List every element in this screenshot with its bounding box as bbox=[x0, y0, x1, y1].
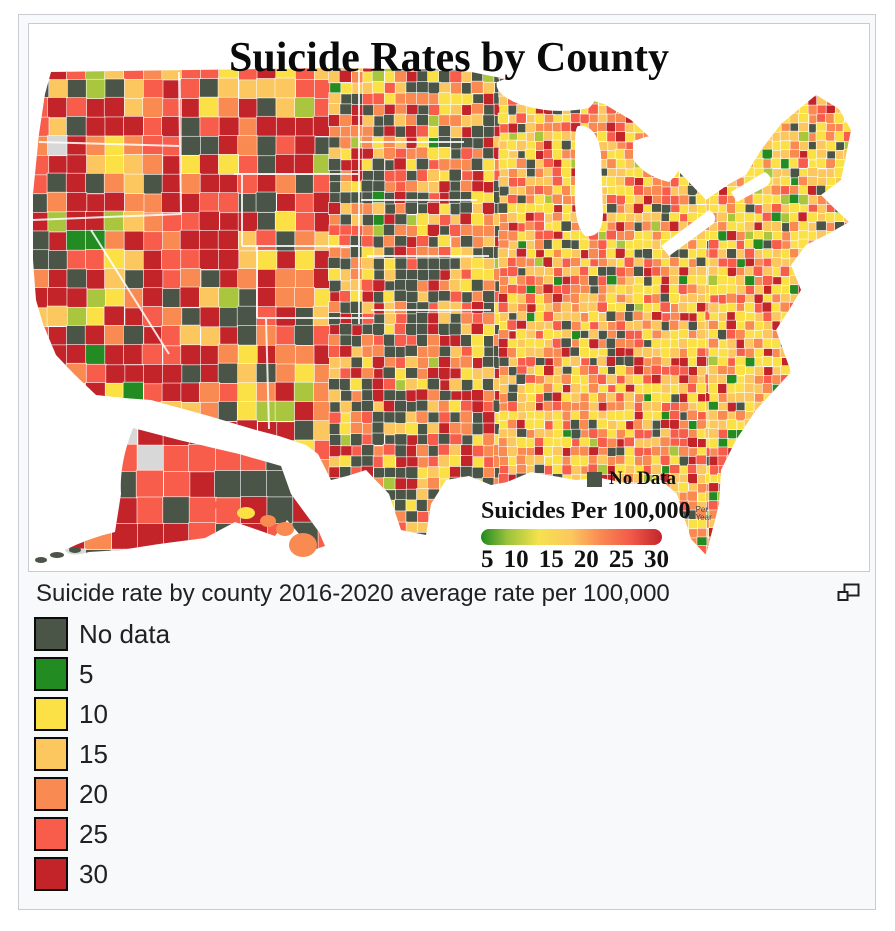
scale-gradient-bar bbox=[481, 529, 662, 545]
legend-swatch bbox=[34, 817, 68, 851]
legend-row: 10 bbox=[34, 697, 170, 731]
legend-label: 30 bbox=[79, 858, 108, 889]
legend-row: 5 bbox=[34, 657, 170, 691]
legend-swatch bbox=[34, 617, 68, 651]
hawaii-island bbox=[237, 507, 255, 519]
figure-caption: Suicide rate by county 2016-2020 average… bbox=[36, 580, 670, 607]
inmap-unit-bottom: Year bbox=[695, 513, 712, 522]
legend-row: 20 bbox=[34, 777, 170, 811]
scale-tick: 20 bbox=[573, 546, 599, 572]
legend-label: 20 bbox=[79, 778, 108, 809]
magnify-clip-icon[interactable] bbox=[837, 583, 860, 602]
hawaii-islands bbox=[202, 500, 317, 557]
scale-tick: 30 bbox=[643, 546, 669, 572]
inmap-nodata-row: No Data bbox=[587, 468, 696, 490]
scale-tick: 5 bbox=[481, 546, 494, 572]
great-lakes-water bbox=[496, 73, 771, 256]
legend-label: 25 bbox=[79, 818, 108, 849]
legend-row: 25 bbox=[34, 817, 170, 851]
legend-label: 5 bbox=[79, 658, 94, 689]
inmap-nodata-label: No Data bbox=[609, 468, 677, 489]
inmap-scale-title-row: Suicides Per 100,000 Per Year bbox=[481, 498, 712, 525]
map-thumbnail[interactable]: Suicide Rates by County No Data Suicides… bbox=[28, 23, 870, 572]
figure-frame: Suicide Rates by County No Data Suicides… bbox=[18, 14, 876, 910]
hawaii-island bbox=[276, 522, 294, 536]
state-border-lines bbox=[33, 70, 491, 430]
hawaii-island bbox=[202, 500, 218, 510]
scale-tick: 15 bbox=[538, 546, 564, 572]
hawaii-island bbox=[289, 533, 317, 557]
scale-ticks: 5 10 15 20 25 30 bbox=[481, 546, 669, 572]
us-choropleth-map bbox=[33, 68, 851, 563]
legend-label: 10 bbox=[79, 698, 108, 729]
legend-swatch bbox=[34, 697, 68, 731]
legend-label: 15 bbox=[79, 738, 108, 769]
hawaii-island bbox=[260, 515, 276, 527]
legend-swatch bbox=[34, 777, 68, 811]
aleutian-islands bbox=[35, 547, 81, 563]
legend-list: No data 5 10 15 20 25 30 bbox=[34, 617, 170, 891]
legend-swatch bbox=[34, 857, 68, 891]
scale-tick: 10 bbox=[503, 546, 529, 572]
legend-row: No data bbox=[34, 617, 170, 651]
legend-swatch bbox=[34, 737, 68, 771]
inmap-scale-title: Suicides Per 100,000 bbox=[481, 498, 691, 524]
inmap-unit-top: Per bbox=[695, 505, 709, 514]
legend-row: 15 bbox=[34, 737, 170, 771]
legend-swatch bbox=[34, 657, 68, 691]
no-data-swatch-map bbox=[587, 471, 602, 487]
caption-row: Suicide rate by county 2016-2020 average… bbox=[36, 580, 860, 609]
inmap-scale-unit: Per Year bbox=[696, 498, 712, 522]
scale-tick: 25 bbox=[608, 546, 634, 572]
legend-label: No data bbox=[79, 618, 171, 649]
legend-row: 30 bbox=[34, 857, 170, 891]
